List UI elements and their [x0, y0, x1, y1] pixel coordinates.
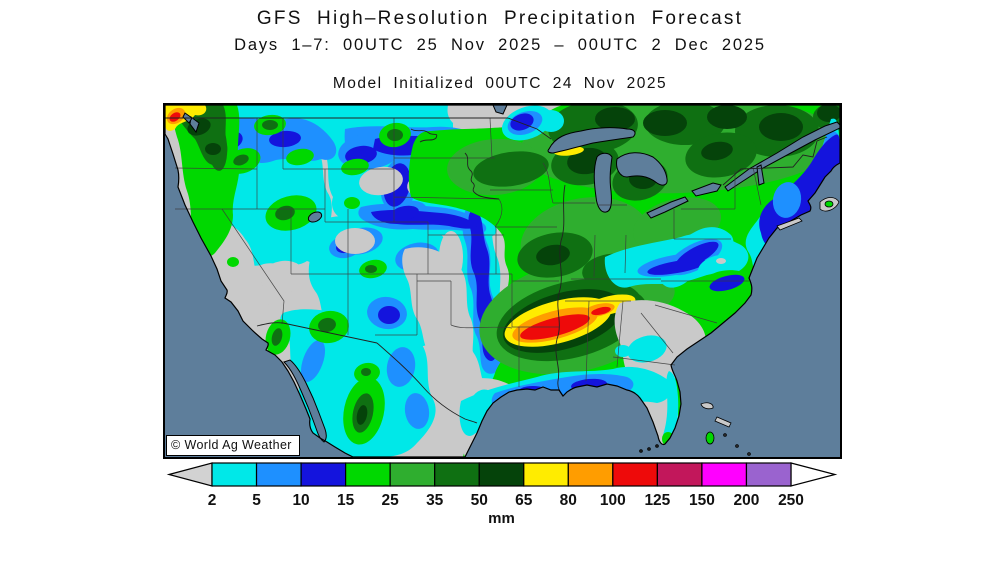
colorbar-tick-label: 35 — [426, 492, 444, 509]
gulf-of-california — [283, 359, 327, 443]
colorbar-tick-label: 150 — [689, 492, 715, 509]
colorbar-segment — [389, 462, 436, 487]
colorbar-tick-label: 125 — [644, 492, 670, 509]
colorbar-segment — [434, 462, 480, 487]
state-borders — [174, 117, 762, 387]
colorbar-tick-label: 250 — [778, 492, 804, 509]
colorbar-segment — [345, 462, 391, 487]
colorbar-tick-label: 100 — [600, 492, 626, 509]
colorbar-left-arrow — [166, 462, 213, 487]
colorbar-tick-label: 80 — [560, 492, 577, 509]
colorbar-tick-label: 5 — [252, 492, 261, 509]
colorbar-segment — [211, 462, 258, 487]
model-init-line: Model Initialized 00UTC 24 Nov 2025 — [332, 75, 668, 92]
watermark: © World Ag Weather — [166, 435, 300, 456]
colorbar-tick-label: 25 — [382, 492, 400, 509]
colorbar-segment — [255, 462, 302, 487]
us-precipitation-map — [165, 105, 840, 457]
colorbar-segment — [478, 462, 525, 487]
precipitation-shading — [165, 105, 840, 457]
national-borders-and-rivers — [165, 117, 828, 424]
colorbar-segment — [745, 462, 792, 487]
colorbar-segment — [701, 462, 748, 487]
colorbar-unit-label: mm — [488, 510, 515, 527]
colorbar-segment — [656, 462, 703, 487]
precipitation-map-frame: © World Ag Weather — [163, 103, 842, 459]
colorbar-right-arrow — [790, 462, 838, 487]
valid-period-subtitle: Days 1–7: 00UTC 25 Nov 2025 – 00UTC 2 De… — [234, 36, 766, 54]
colorbar-tick-label: 15 — [337, 492, 355, 509]
colorbar-tick-label: 50 — [471, 492, 488, 509]
colorbar-tick-label: 2 — [208, 492, 217, 509]
colorbar-segment — [567, 462, 614, 487]
page-title: GFS High–Resolution Precipitation Foreca… — [256, 8, 744, 29]
colorbar-tick-label: 200 — [734, 492, 760, 509]
colorbar-segment — [523, 462, 569, 487]
colorbar-segment — [300, 462, 347, 487]
colorbar-segment — [612, 462, 658, 487]
islands — [639, 197, 840, 456]
colorbar-tick-label: 10 — [292, 492, 309, 509]
precipitation-colorbar: 2 5 10 15 25 35 50 65 80 100 125 150 200 250 mm — [163, 457, 842, 529]
colorbar-tick-label: 65 — [515, 492, 533, 509]
great-lakes — [182, 105, 840, 443]
